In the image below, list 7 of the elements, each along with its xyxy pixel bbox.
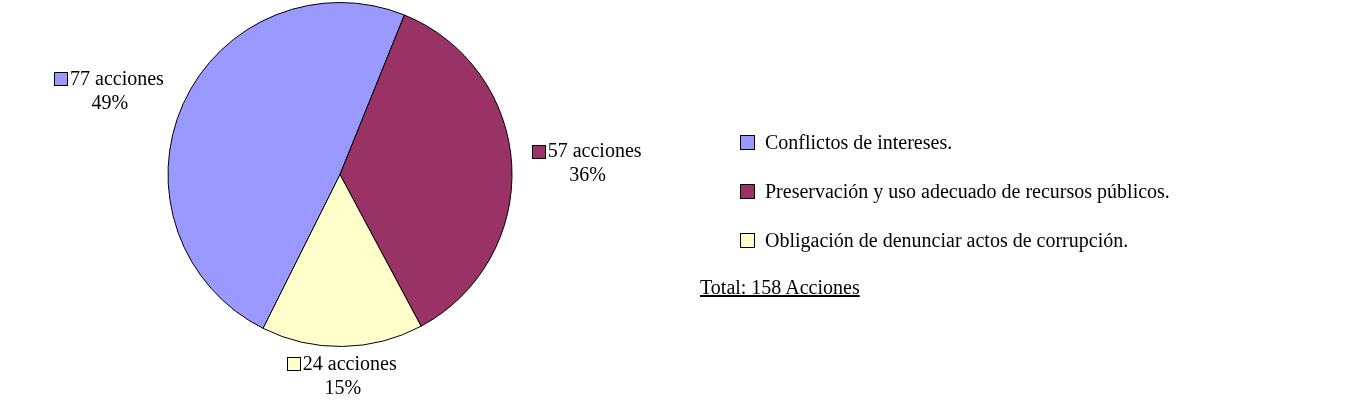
text: Total: 158 Acciones	[700, 276, 860, 299]
data-label: 77 acciones 49%	[70, 66, 165, 113]
legend-label: Conflictos de intereses.	[765, 131, 953, 154]
data-label: 24 acciones 15%	[302, 351, 397, 398]
data-label: 57 acciones 36%	[547, 138, 642, 185]
legend-label: Obligación de denunciar actos de corrupción.	[765, 229, 1129, 252]
legend-label: Preservación y uso adecuado de recursos públicos.	[765, 180, 1170, 203]
